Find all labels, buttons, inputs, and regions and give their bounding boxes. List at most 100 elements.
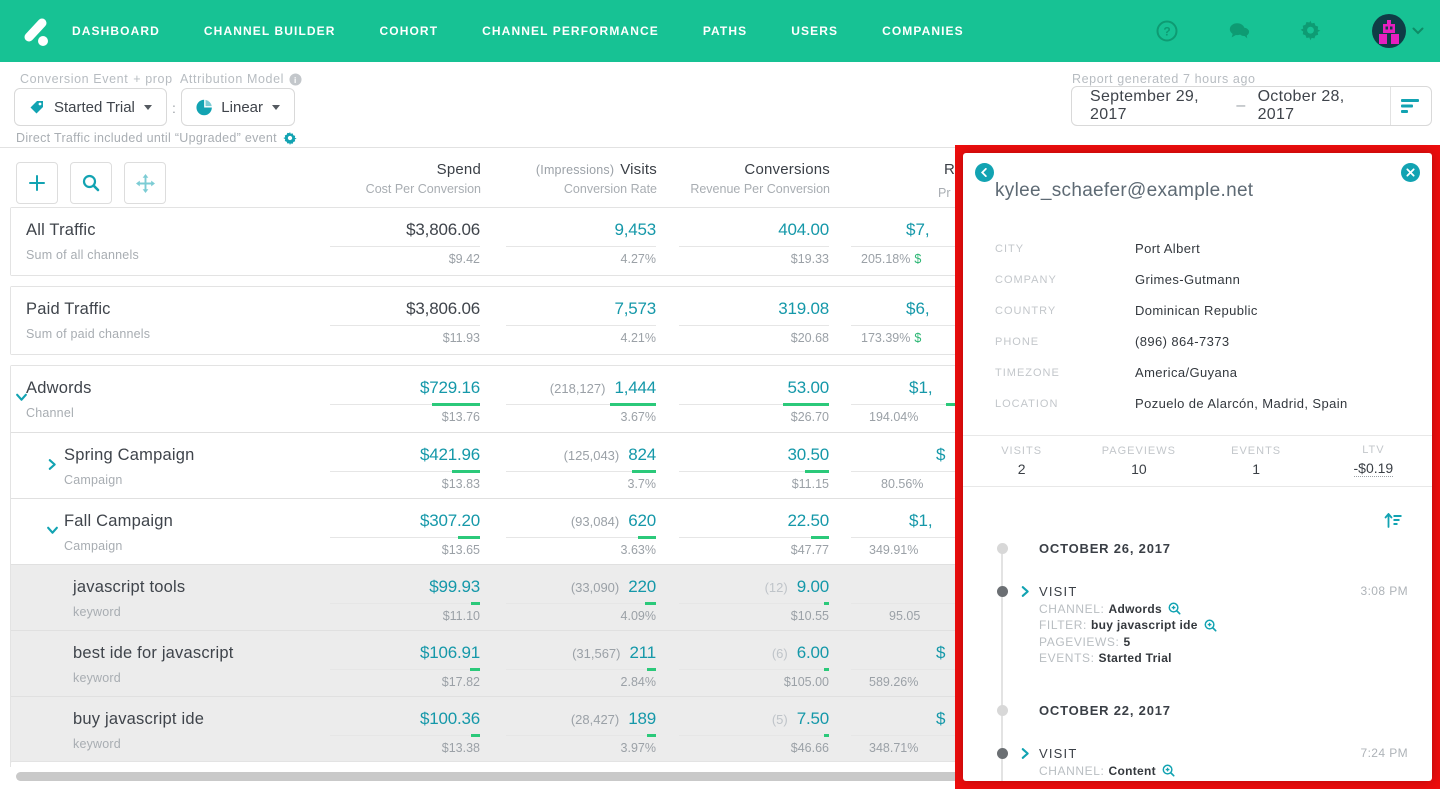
back-button[interactable] [975, 163, 994, 182]
conv-paren: (6) [771, 646, 788, 661]
nav-item-paths[interactable]: PATHS [702, 24, 748, 38]
col5-sub-value-clipped: 589.26% [869, 675, 919, 689]
gear-icon[interactable] [1300, 20, 1322, 42]
column-header-spend[interactable]: Spend Cost Per Conversion [366, 161, 481, 196]
stat-value[interactable]: -$0.19 [1353, 460, 1394, 477]
filter-bar: Conversion Event + prop Attribution Mode… [0, 62, 1440, 148]
spend-bar [471, 602, 480, 605]
add-prop-link[interactable]: + prop [133, 72, 173, 86]
row-type: Campaign [64, 539, 123, 553]
spend-cell: $3,806.06 $9.42 [240, 208, 480, 275]
zoom-in-icon[interactable] [1166, 602, 1181, 615]
visits-paren: (28,427) [570, 712, 620, 727]
spend-cell: $106.91 $17.82 [240, 631, 480, 696]
chat-icon[interactable] [1228, 20, 1250, 42]
visit-time: 3:08 PM [1360, 584, 1408, 598]
col5-value-clipped: $ [936, 709, 946, 728]
revenue-per-conversion-header: Revenue Per Conversion [690, 182, 830, 196]
chevron-down-icon[interactable] [15, 391, 28, 404]
attribution-model-dropdown[interactable]: Linear [181, 88, 295, 126]
spend-bar [432, 403, 480, 406]
col5-value-clipped: $1, [909, 378, 933, 397]
column-header-conversions[interactable]: Conversions Revenue Per Conversion [690, 161, 830, 196]
chevron-down-icon[interactable] [46, 524, 59, 537]
visits-sub-value: 2.84% [620, 675, 656, 689]
report-generated-text: Report generated 7 hours ago [1072, 72, 1256, 86]
date-range-picker[interactable]: September 29, 2017 – October 28, 2017 [1071, 86, 1432, 126]
chevron-right-icon[interactable] [1019, 585, 1030, 597]
spend-sub-value: $17.82 [441, 675, 480, 689]
settings-gear-icon[interactable] [283, 131, 297, 145]
help-icon[interactable]: ? [1156, 20, 1178, 42]
conv-bar [824, 602, 829, 605]
move-button[interactable] [124, 162, 166, 204]
nav-item-users[interactable]: USERS [791, 24, 839, 38]
column-header-visits[interactable]: (Impressions) Visits Conversion Rate [536, 161, 657, 196]
date-filter-button[interactable] [1391, 87, 1431, 125]
attribution-logo[interactable] [16, 11, 56, 51]
info-icon[interactable]: i [289, 72, 302, 86]
nav-item-channel-builder[interactable]: CHANNEL BUILDER [203, 24, 336, 38]
sort-order-icon[interactable] [1384, 511, 1402, 529]
profit-dollar: $ [914, 331, 922, 345]
datebox-divider [1390, 87, 1392, 125]
conversion-event-dropdown[interactable]: Started Trial [14, 88, 167, 126]
pie-chart-icon [196, 99, 212, 115]
visits-cell: 9,453 4.27% [416, 208, 656, 275]
nav-item-dashboard[interactable]: DASHBOARD [72, 24, 160, 38]
nav-item-companies[interactable]: COMPANIES [882, 24, 964, 38]
user-stats: VISITS 2 PAGEVIEWS 10 EVENTS 1 LTV -$0.19 [963, 435, 1432, 487]
col5-sub-value-clipped: 348.71% [869, 741, 919, 755]
zoom-in-icon[interactable] [1160, 764, 1175, 777]
add-button[interactable] [16, 162, 58, 204]
field-value: (896) 864-7373 [1135, 334, 1230, 349]
chevron-right-icon[interactable] [1019, 747, 1030, 759]
field-row-city: CITY Port Albert [995, 233, 1408, 264]
conv-value: 53.00 [787, 378, 829, 397]
search-button[interactable] [70, 162, 112, 204]
timeline-dot [996, 543, 1008, 554]
conv-sub-value: $19.33 [790, 252, 829, 266]
conv-cell: 22.50 $47.77 [589, 499, 829, 564]
user-menu[interactable] [1372, 14, 1424, 48]
row-type: keyword [73, 671, 121, 685]
visits-cell: (33,090) 220 4.09% [416, 565, 656, 630]
field-label: PHONE [995, 335, 1040, 348]
tag-icon [30, 101, 43, 114]
col5-sub-value-clipped: 349.91% [869, 543, 919, 557]
conv-cell: 404.00 $19.33 [589, 208, 829, 275]
close-icon[interactable] [1401, 163, 1420, 182]
visits-value: 7,573 [614, 299, 656, 318]
visits-sub-value: 4.21% [620, 331, 656, 345]
field-row-company: COMPANY Grimes-Gutmann [995, 264, 1408, 295]
nav-item-channel-performance[interactable]: CHANNEL PERFORMANCE [482, 24, 659, 38]
horizontal-scrollbar[interactable] [16, 772, 1410, 781]
visits-sub-value: 4.27% [620, 252, 656, 266]
user-fields: CITY Port Albert COMPANY Grimes-Gutmann COUN… [995, 233, 1408, 419]
nav-item-cohort[interactable]: COHORT [379, 24, 439, 38]
visit-title: VISIT [1039, 584, 1078, 599]
col5-sub-value-clipped: 173.39% $ [861, 331, 922, 345]
attribution-model-label: Attribution Model i [180, 72, 302, 86]
row-name: buy javascript ide [73, 710, 205, 728]
impressions-header: (Impressions) [535, 163, 615, 177]
date-dash: – [1236, 97, 1246, 114]
zoom-in-icon[interactable] [1147, 781, 1162, 782]
avatar [1372, 14, 1406, 48]
attribution-model-label-text: Attribution Model [180, 72, 284, 86]
spend-value: $100.36 [419, 709, 480, 728]
spend-value: $3,806.06 [406, 299, 480, 318]
conv-cell: 319.08 $20.68 [589, 287, 829, 354]
visits-bar [638, 536, 656, 539]
detail-label: FILTER: [1039, 780, 1087, 781]
detail-value: Content [1108, 763, 1156, 778]
zoom-in-icon[interactable] [1202, 619, 1217, 632]
visit-header[interactable]: VISIT 3:08 PM [1021, 584, 1408, 599]
spend-value: $307.20 [419, 511, 480, 530]
row-type: keyword [73, 605, 121, 619]
chevron-right-icon[interactable] [46, 458, 59, 471]
stat-value: 2 [1017, 461, 1026, 477]
visit-header[interactable]: VISIT 7:24 PM [1021, 746, 1408, 761]
user-detail-panel: kylee_schaefer@example.net CITY Port Albe… [963, 153, 1432, 781]
